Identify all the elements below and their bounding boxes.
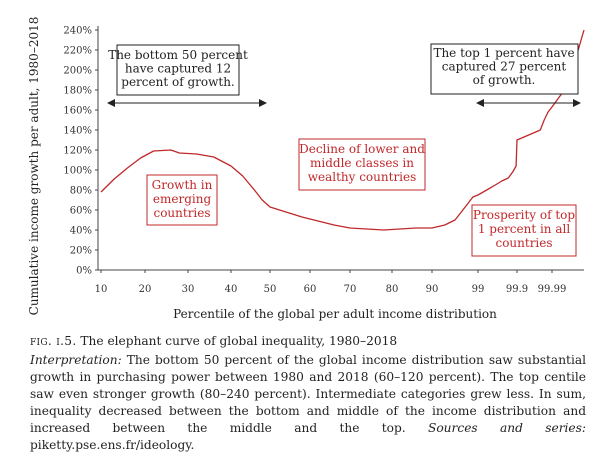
x-tick-label: 40 [225, 284, 238, 295]
bottom50-annotation-box [116, 44, 240, 96]
top1-annotation-text: of growth. [473, 73, 536, 87]
caption-interpretation: Interpretation: The bottom 50 percent of… [30, 352, 586, 454]
growth-curve-line [100, 29, 585, 231]
elephant-curve-chart: 0% 20% 40% 60% 80% 100% 120% 140% 160% 180% 200% 22… [27, 17, 585, 321]
y-tick-label: 20% [70, 246, 92, 257]
top1-range-arrow [476, 99, 581, 107]
caption-title-line: fig. i.5. The elephant curve of global i… [30, 333, 586, 350]
plot-frame [97, 26, 584, 271]
y-tick-label: 160% [63, 106, 92, 117]
decline-annotation-text: middle classes in [310, 156, 414, 170]
interpretation-label: Interpretation: [30, 353, 122, 367]
prosperity-annotation-text: Prosperity of top [473, 208, 575, 222]
x-tick-label: 50 [264, 284, 277, 295]
decline-annotation-text: Decline of lower and [299, 142, 425, 156]
y-tick-label: 80% [70, 186, 92, 197]
interpretation-text: The bottom 50 percent of the global inco… [30, 353, 587, 435]
x-axis-title: Percentile of the global per adult incom… [173, 307, 497, 321]
sources-link: piketty.pse.ens.fr/ideology. [30, 438, 195, 452]
emerging-annotation-box [146, 174, 218, 226]
x-tick-label: 60 [304, 284, 317, 295]
y-tick-label: 100% [63, 166, 92, 177]
top1-annotation-text: captured 27 percent [442, 60, 567, 74]
y-axis-title: Cumulative income growth per adult, 1980… [27, 17, 41, 316]
x-axis-ticks: 10 20 30 40 50 60 70 80 90 99 99.9 99.99 [95, 270, 567, 295]
bottom50-range-arrow [107, 99, 267, 107]
bottom50-annotation-text: percent of growth. [121, 75, 234, 89]
y-tick-label: 60% [70, 206, 92, 217]
y-axis-ticks: 0% 20% 40% 60% 80% 100% 120% 140% 160% 180% 200% 22… [63, 26, 98, 277]
sources-label: Sources and series: [428, 421, 586, 435]
bottom50-annotation-text: The bottom 50 percent [108, 48, 248, 62]
x-tick-label: 20 [139, 284, 152, 295]
x-tick-label: 10 [95, 284, 108, 295]
y-tick-label: 40% [70, 226, 92, 237]
decline-annotation-text: wealthy countries [308, 170, 417, 184]
top1-annotation-box [430, 43, 579, 95]
emerging-annotation-text: Growth in [152, 178, 213, 192]
y-tick-label: 240% [63, 26, 92, 37]
y-tick-label: 120% [63, 146, 92, 157]
y-tick-label: 140% [63, 126, 92, 137]
y-tick-label: 200% [63, 66, 92, 77]
x-tick-label: 90 [426, 284, 439, 295]
bottom50-annotation-text: have captured 12 [125, 62, 231, 76]
figure-title: The elephant curve of global inequality,… [80, 334, 398, 348]
x-tick-label: 70 [344, 284, 357, 295]
x-tick-label: 99.9 [506, 284, 528, 295]
y-tick-label: 220% [63, 46, 92, 57]
x-tick-label: 30 [182, 284, 195, 295]
figure-number: fig. i.5. [30, 334, 77, 348]
figure-caption: fig. i.5. The elephant curve of global i… [30, 333, 586, 454]
prosperity-annotation-box [471, 204, 577, 257]
prosperity-annotation-text: 1 percent in all [478, 222, 571, 236]
y-tick-label: 180% [63, 86, 92, 97]
emerging-annotation-text: emerging [153, 192, 212, 206]
series-layer [100, 29, 585, 231]
decline-annotation-box [298, 138, 426, 191]
y-tick-label: 0% [76, 266, 92, 277]
top1-annotation-text: The top 1 percent have [433, 46, 574, 60]
prosperity-annotation-text: countries [495, 236, 552, 250]
emerging-annotation-text: countries [153, 206, 210, 220]
x-tick-label: 99 [472, 284, 485, 295]
x-tick-label: 80 [386, 284, 399, 295]
x-tick-label: 99.99 [538, 284, 567, 295]
